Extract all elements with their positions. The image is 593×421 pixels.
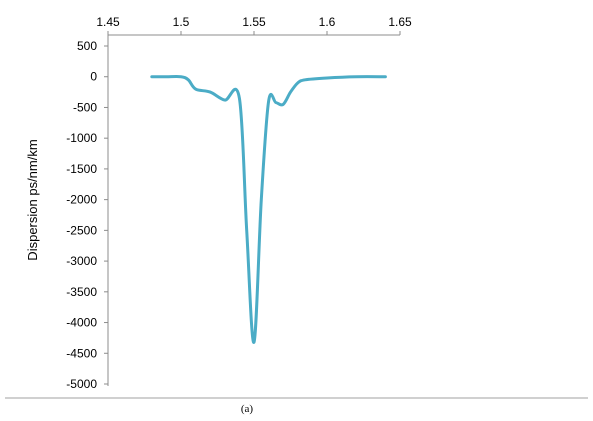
y-tick-label: -4000: [66, 316, 97, 330]
y-tick-label: -2500: [66, 223, 97, 237]
y-tick-label: -4500: [66, 346, 97, 360]
x-tick-label: 1.6: [319, 15, 336, 29]
x-tick-labels: 1.45 1.5 1.55 1.6 1.65: [96, 15, 412, 29]
series-lines: [150, 75, 387, 344]
y-tick-labels: 500 0 -500 -1000 -1500 -2000 -2500 -3000 -3500 -4…: [66, 39, 97, 391]
x-tick-label: 1.5: [173, 15, 190, 29]
y-tick-marks: [104, 45, 108, 385]
y-tick-label: -3000: [66, 254, 97, 268]
y-tick-label: -500: [73, 100, 97, 114]
x-tick-label: 1.55: [242, 15, 266, 29]
x-tick-marks: [107, 31, 401, 35]
dispersion-series-line: [150, 75, 387, 344]
y-tick-label: -1500: [66, 162, 97, 176]
y-tick-label: 500: [77, 39, 97, 53]
y-tick-label: -1000: [66, 131, 97, 145]
y-tick-label: -5000: [66, 377, 97, 391]
y-tick-label: 0: [90, 70, 97, 84]
x-tick-label: 1.65: [388, 15, 412, 29]
y-tick-label: -2000: [66, 193, 97, 207]
y-tick-label: -3500: [66, 285, 97, 299]
y-axis-title: Dispersion ps/nm/km: [25, 139, 40, 260]
x-tick-label: 1.45: [96, 15, 120, 29]
figure-caption: (a): [241, 403, 254, 415]
